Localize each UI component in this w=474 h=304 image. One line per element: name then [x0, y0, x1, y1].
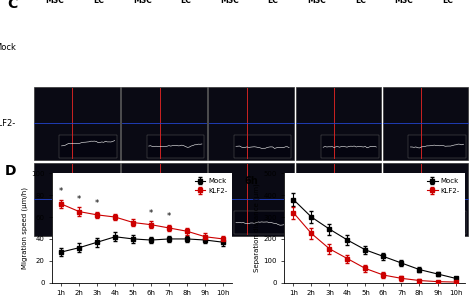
Bar	[408, 135, 466, 158]
Text: 2h: 2h	[70, 176, 84, 186]
Text: 6h: 6h	[244, 176, 258, 186]
Text: MSC: MSC	[133, 0, 152, 5]
Bar	[209, 163, 294, 236]
Text: *: *	[95, 199, 99, 208]
Text: 4h: 4h	[157, 176, 171, 186]
Text: *: *	[149, 209, 153, 218]
Y-axis label: Separation distance (μm): Separation distance (μm)	[254, 184, 261, 272]
Bar	[146, 211, 204, 234]
Text: EC: EC	[93, 0, 104, 5]
Legend: Mock, KLF2-: Mock, KLF2-	[426, 177, 461, 195]
Text: EC: EC	[268, 0, 278, 5]
Bar	[59, 135, 117, 158]
Bar	[121, 163, 207, 236]
Bar	[59, 211, 117, 234]
Bar	[234, 211, 292, 234]
Bar	[296, 87, 381, 160]
Bar	[234, 135, 292, 158]
Text: EC: EC	[442, 0, 453, 5]
Bar	[321, 211, 379, 234]
Legend: Mock, KLF2-: Mock, KLF2-	[193, 177, 229, 195]
Bar	[408, 211, 466, 234]
Text: MSC: MSC	[394, 0, 413, 5]
Text: 10h: 10h	[415, 176, 436, 186]
Bar	[34, 87, 119, 160]
Text: D: D	[5, 164, 16, 178]
Bar	[121, 87, 207, 160]
Bar	[321, 135, 379, 158]
Text: *: *	[167, 212, 171, 221]
Text: C: C	[7, 0, 17, 11]
Text: MSC: MSC	[307, 0, 326, 5]
Bar	[383, 163, 468, 236]
Text: 8h: 8h	[331, 176, 346, 186]
Bar	[296, 163, 381, 236]
Y-axis label: Migration speed (μm/h): Migration speed (μm/h)	[22, 187, 28, 269]
Text: EC: EC	[181, 0, 191, 5]
Bar	[383, 87, 468, 160]
Bar	[146, 135, 204, 158]
Text: KLF2-: KLF2-	[0, 119, 16, 128]
Text: *: *	[59, 187, 63, 196]
Text: MSC: MSC	[46, 0, 64, 5]
Text: *: *	[77, 195, 81, 204]
Bar	[209, 87, 294, 160]
Bar	[34, 163, 119, 236]
Text: EC: EC	[355, 0, 365, 5]
Text: Mock: Mock	[0, 43, 16, 52]
Text: MSC: MSC	[220, 0, 239, 5]
